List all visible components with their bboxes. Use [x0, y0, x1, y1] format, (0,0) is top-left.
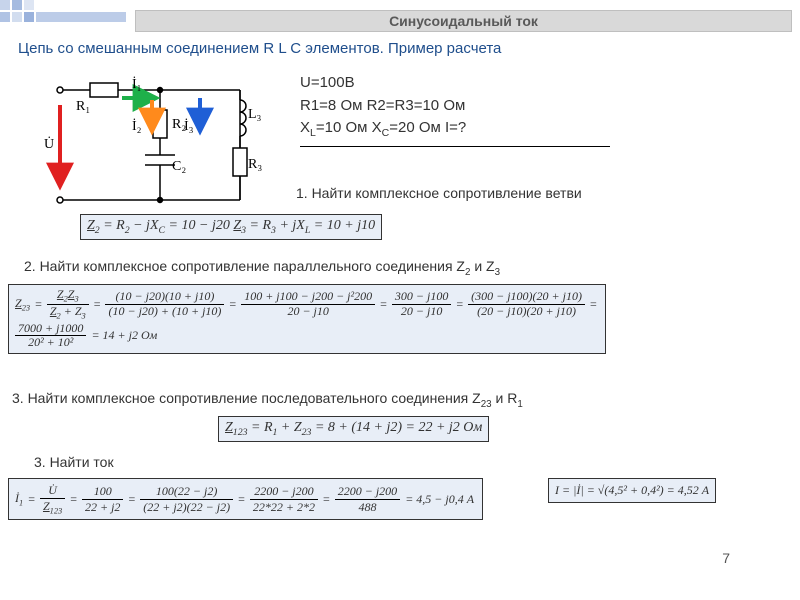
- label-C2: C₂: [172, 159, 186, 174]
- given-line1: U=100В: [300, 72, 610, 95]
- slide-title: Синусоидальный ток: [135, 10, 792, 32]
- label-I2: İ₂: [132, 118, 142, 134]
- formula-z23: Z23 = Z2Z3Z2 + Z3 = (10 − j20)(10 + j10)…: [8, 284, 606, 354]
- formula-z123: Z123 = R1 + Z23 = 8 + (14 + j2) = 22 + j…: [218, 416, 489, 442]
- label-L3: L₃: [248, 107, 262, 122]
- title-text: Синусоидальный ток: [389, 13, 538, 29]
- formula-z2-z3: Z2 = R2 − jXC = 10 − j20 Z3 = R3 + jXL =…: [80, 214, 382, 240]
- circuit-diagram: U̇ R₁ İ₁ İ₂ R₂ İ₃ C₂ L₃ R₃: [40, 70, 270, 220]
- formula-i-magnitude: I = |İ| = √(4,5² + 0,4²) = 4,52 А: [548, 478, 716, 503]
- label-R3: R₃: [248, 157, 262, 172]
- label-I3: İ₃: [184, 118, 194, 134]
- step2-text: 2. Найти комплексное сопротивление парал…: [24, 258, 500, 278]
- given-line2: R1=8 Ом R2=R3=10 Ом: [300, 95, 610, 118]
- slide-subtitle: Цепь со смешанным соединением R L C элем…: [18, 40, 790, 57]
- given-line3: XL=10 Ом XC=20 Ом I=?: [300, 117, 610, 142]
- given-block: U=100В R1=8 Ом R2=R3=10 Ом XL=10 Ом XC=2…: [300, 72, 610, 147]
- given-separator: [300, 146, 610, 147]
- label-U: U̇: [44, 135, 54, 152]
- step3-text: 3. Найти комплексное сопротивление после…: [12, 390, 523, 410]
- corner-decoration: [0, 0, 120, 36]
- formula-i1: İ1 = U̇Z123 = 10022 + j2 = 100(22 − j2)(…: [8, 478, 483, 520]
- step1-text: 1. Найти комплексное сопротивление ветви: [296, 185, 582, 201]
- label-I1: İ₁: [132, 76, 142, 92]
- page-number: 7: [722, 550, 730, 566]
- step4-text: 3. Найти ток: [34, 454, 114, 470]
- label-R1: R₁: [76, 99, 90, 114]
- formula-i-magnitude-text: I = |İ| = √(4,5² + 0,4²) = 4,52 А: [555, 483, 709, 497]
